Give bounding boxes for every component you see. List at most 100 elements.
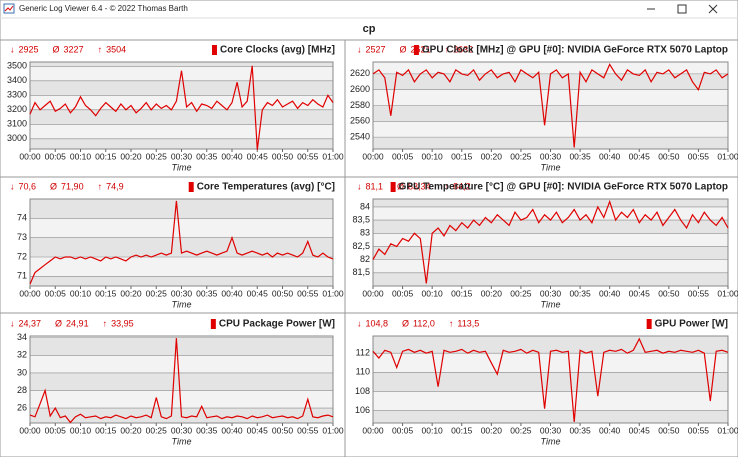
stat-symbol: Ø	[53, 44, 60, 54]
x-tick-label: 00:35	[569, 425, 591, 435]
x-tick-label: 00:55	[297, 425, 319, 435]
x-tick-label: 00:45	[247, 425, 269, 435]
stat-symbol: ↓	[357, 44, 362, 54]
maximize-button[interactable]	[677, 4, 687, 14]
y-tick-label: 32	[17, 350, 27, 360]
x-tick-label: 00:50	[658, 151, 680, 161]
plot-band	[30, 95, 333, 110]
legend-swatch	[188, 182, 194, 192]
stat-symbol: ↓	[10, 318, 15, 328]
y-tick-label: 83,5	[352, 214, 370, 224]
plot-band	[373, 410, 728, 423]
x-tick-label: 00:10	[422, 151, 444, 161]
x-tick-label: 00:45	[247, 151, 269, 161]
x-tick-label: 00:50	[658, 425, 680, 435]
plot-band	[30, 109, 333, 125]
stat-value: 3227	[64, 44, 84, 54]
x-tick-label: 00:35	[196, 425, 218, 435]
data-line	[372, 337, 729, 423]
plot-band	[30, 138, 333, 149]
x-tick-label: 00:50	[272, 151, 294, 161]
y-tick-label: 81,5	[352, 267, 370, 277]
x-tick-label: 00:40	[221, 425, 243, 435]
x-tick-label: 00:35	[196, 288, 218, 298]
stat-value: 24,91	[66, 318, 89, 328]
plot-band	[30, 124, 333, 139]
x-tick-label: 00:30	[540, 425, 562, 435]
y-tick-label: 110	[356, 367, 370, 377]
x-tick-label: 00:30	[540, 288, 562, 298]
x-tick-label: 00:40	[599, 288, 621, 298]
y-tick-label: 3100	[7, 119, 27, 129]
y-tick-label: 73	[17, 232, 27, 242]
stat-symbol: ↓	[10, 44, 15, 54]
x-axis-label: Time	[541, 299, 561, 309]
x-tick-label: 00:05	[45, 151, 67, 161]
stat-symbol: ↑	[103, 318, 108, 328]
stat-value: 83,34	[408, 181, 431, 191]
y-tick-label: 71	[17, 271, 27, 281]
plot-band	[30, 80, 333, 96]
x-tick-label: 00:15	[95, 151, 117, 161]
stat-symbol: ↑	[98, 44, 103, 54]
window-title: Generic Log Viewer 6.4 - © 2022 Thomas B…	[19, 4, 188, 13]
y-tick-label: 106	[355, 405, 370, 415]
x-tick-label: 00:05	[392, 151, 414, 161]
y-tick-label: 3500	[7, 61, 27, 71]
x-tick-label: 00:05	[392, 288, 414, 298]
x-tick-label: 00:10	[422, 288, 444, 298]
x-tick-label: 00:45	[629, 151, 651, 161]
y-tick-label: 2560	[350, 116, 370, 126]
x-tick-label: 00:55	[688, 288, 710, 298]
plot-band	[30, 390, 333, 409]
plot-band	[373, 246, 728, 260]
x-tick-label: 00:50	[272, 288, 294, 298]
stat-symbol: ↓	[10, 181, 15, 191]
x-tick-label: 01:00	[322, 151, 344, 161]
x-tick-label: 00:20	[120, 425, 142, 435]
x-tick-label: 00:55	[297, 151, 319, 161]
x-tick-label: 00:15	[451, 288, 473, 298]
x-tick-label: 00:40	[599, 151, 621, 161]
plot-band	[373, 272, 728, 286]
stat-value: 2925	[19, 44, 39, 54]
stat-value: 2527	[366, 44, 386, 54]
legend-swatch	[646, 319, 652, 329]
legend-swatch	[211, 45, 217, 55]
x-tick-label: 00:00	[19, 288, 41, 298]
y-tick-label: 3000	[7, 133, 27, 143]
close-button[interactable]	[708, 4, 718, 14]
x-tick-label: 00:20	[120, 151, 142, 161]
legend-swatch	[210, 319, 216, 329]
plot-band	[373, 372, 728, 392]
plot-band	[373, 137, 728, 149]
x-tick-label: 00:00	[362, 151, 384, 161]
x-tick-label: 00:25	[146, 288, 168, 298]
y-tick-label: 34	[17, 332, 27, 342]
x-tick-label: 00:30	[171, 151, 193, 161]
plot-band	[30, 336, 333, 338]
stat-symbol: ↑	[449, 318, 454, 328]
y-tick-label: 74	[17, 213, 27, 223]
x-tick-label: 00:40	[221, 151, 243, 161]
stat-symbol: Ø	[50, 181, 57, 191]
x-tick-label: 01:00	[322, 288, 344, 298]
data-line	[29, 200, 334, 285]
data-line	[372, 199, 729, 284]
stat-value: 74,9	[106, 181, 124, 191]
x-tick-label: 00:05	[45, 288, 67, 298]
app-icon-graph	[4, 5, 14, 12]
x-tick-label: 00:45	[629, 425, 651, 435]
x-tick-label: 00:25	[510, 425, 532, 435]
x-tick-label: 00:10	[70, 288, 92, 298]
stat-symbol: ↑	[445, 44, 450, 54]
x-tick-label: 00:25	[146, 425, 168, 435]
x-tick-label: 00:15	[95, 288, 117, 298]
x-tick-label: 00:20	[481, 425, 503, 435]
chart-title: GPU Temperature [°C] @ GPU [#0]: NVIDIA …	[399, 182, 728, 193]
x-tick-label: 00:10	[70, 425, 92, 435]
x-tick-label: 00:10	[70, 151, 92, 161]
x-tick-label: 00:05	[45, 425, 67, 435]
x-axis-label: Time	[541, 162, 561, 172]
